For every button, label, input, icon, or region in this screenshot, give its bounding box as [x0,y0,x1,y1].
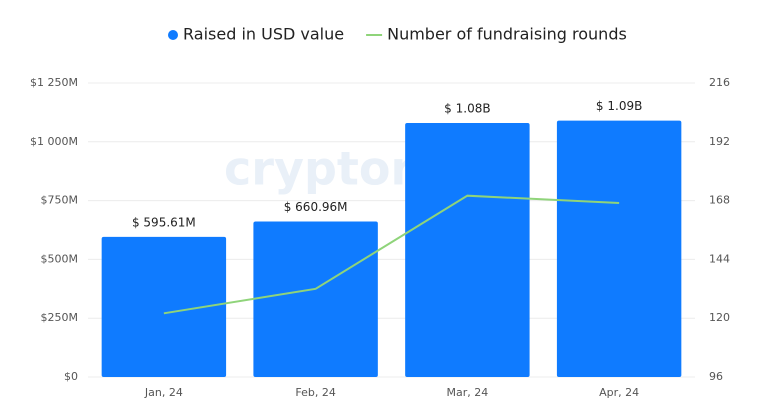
line [163,194,620,315]
value-label: $ 660.96M [284,200,348,214]
bar [405,122,530,377]
y2-tick-label: 192 [709,135,730,148]
x-tick-label: Mar, 24 [447,386,489,399]
bar [101,236,227,377]
y-tick-label: $500M [41,252,79,265]
y-tick-label: $750M [41,194,79,207]
y-tick-label: $1 000M [30,135,78,148]
legend-label[interactable]: Raised in USD value [183,25,344,44]
y2-tick-label: 120 [709,311,730,324]
x-tick-label: Feb, 24 [295,386,335,399]
y-tick-label: $1 250M [30,76,78,89]
bar [253,221,378,377]
bar [556,120,682,377]
y2-tick-label: 216 [709,76,730,89]
value-label: $ 1.09B [596,99,642,113]
y-tick-label: $0 [64,370,78,383]
y-tick-label: $250M [41,311,79,324]
x-tick-label: Apr, 24 [599,386,639,399]
y2-tick-label: 144 [709,252,730,265]
x-tick-label: Jan, 24 [144,386,183,399]
y2-tick-label: 96 [709,370,723,383]
value-label: $ 1.08B [444,101,490,115]
value-label: $ 595.61M [132,215,196,229]
y2-tick-label: 168 [709,194,730,207]
legend-swatch [168,30,178,40]
legend-label[interactable]: Number of fundraising rounds [387,25,627,44]
